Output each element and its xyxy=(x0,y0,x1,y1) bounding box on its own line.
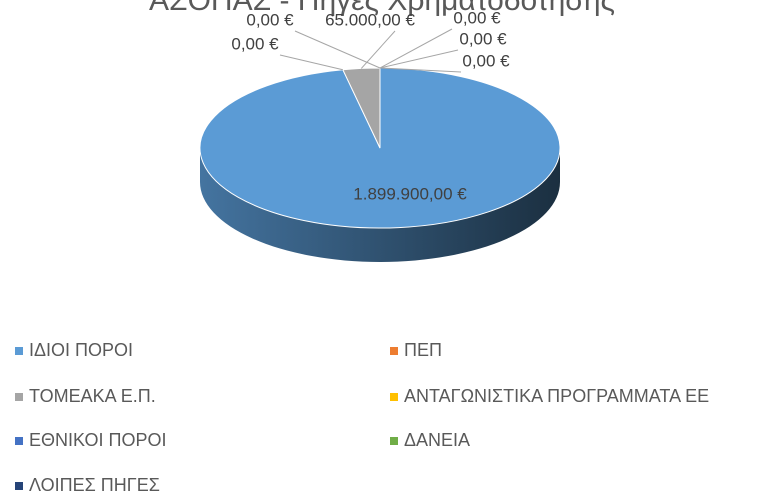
data-label: 0,00 € xyxy=(462,51,510,70)
leader-line xyxy=(379,49,459,69)
data-label: 65.000,00 € xyxy=(325,10,415,29)
data-label: 1.899.900,00 € xyxy=(353,184,467,203)
legend-swatch xyxy=(390,437,398,445)
legend-swatch xyxy=(15,347,23,355)
leader-line xyxy=(279,54,343,71)
data-label: 0,00 € xyxy=(231,34,279,53)
legend-swatch xyxy=(15,393,23,401)
chart-title: ΑΣΟΠΑΣ - Πηγές Χρηματοδότησης xyxy=(149,0,615,17)
data-label: 0,00 € xyxy=(453,8,501,27)
legend-swatch xyxy=(390,347,398,355)
legend-swatch xyxy=(390,393,398,401)
legend-swatch xyxy=(15,482,23,490)
legend-label: ΙΔΙΟΙ ΠΟΡΟΙ xyxy=(29,340,133,360)
legend-label: ΛΟΙΠΕΣ ΠΗΓΕΣ xyxy=(29,475,160,495)
data-label: 0,00 € xyxy=(459,29,507,48)
legend-label: ΠΕΠ xyxy=(404,340,442,360)
leader-line xyxy=(294,30,381,69)
data-label: 0,00 € xyxy=(246,10,294,29)
legend-label: ΤΟΜΕΑΚΑ Ε.Π. xyxy=(29,386,156,406)
legend-label: ΕΘΝΙΚΟΙ ΠΟΡΟΙ xyxy=(29,430,166,450)
leader-line xyxy=(379,67,462,73)
legend-swatch xyxy=(15,437,23,445)
legend-label: ΔΑΝΕΙΑ xyxy=(404,430,470,450)
legend-label: ΑΝΤΑΓΩΝΙΣΤΙΚΑ ΠΡΟΓΡΑΜΜΑΤΑ ΕΕ xyxy=(404,386,709,406)
leader-line xyxy=(379,28,453,69)
slice-side xyxy=(200,148,560,262)
